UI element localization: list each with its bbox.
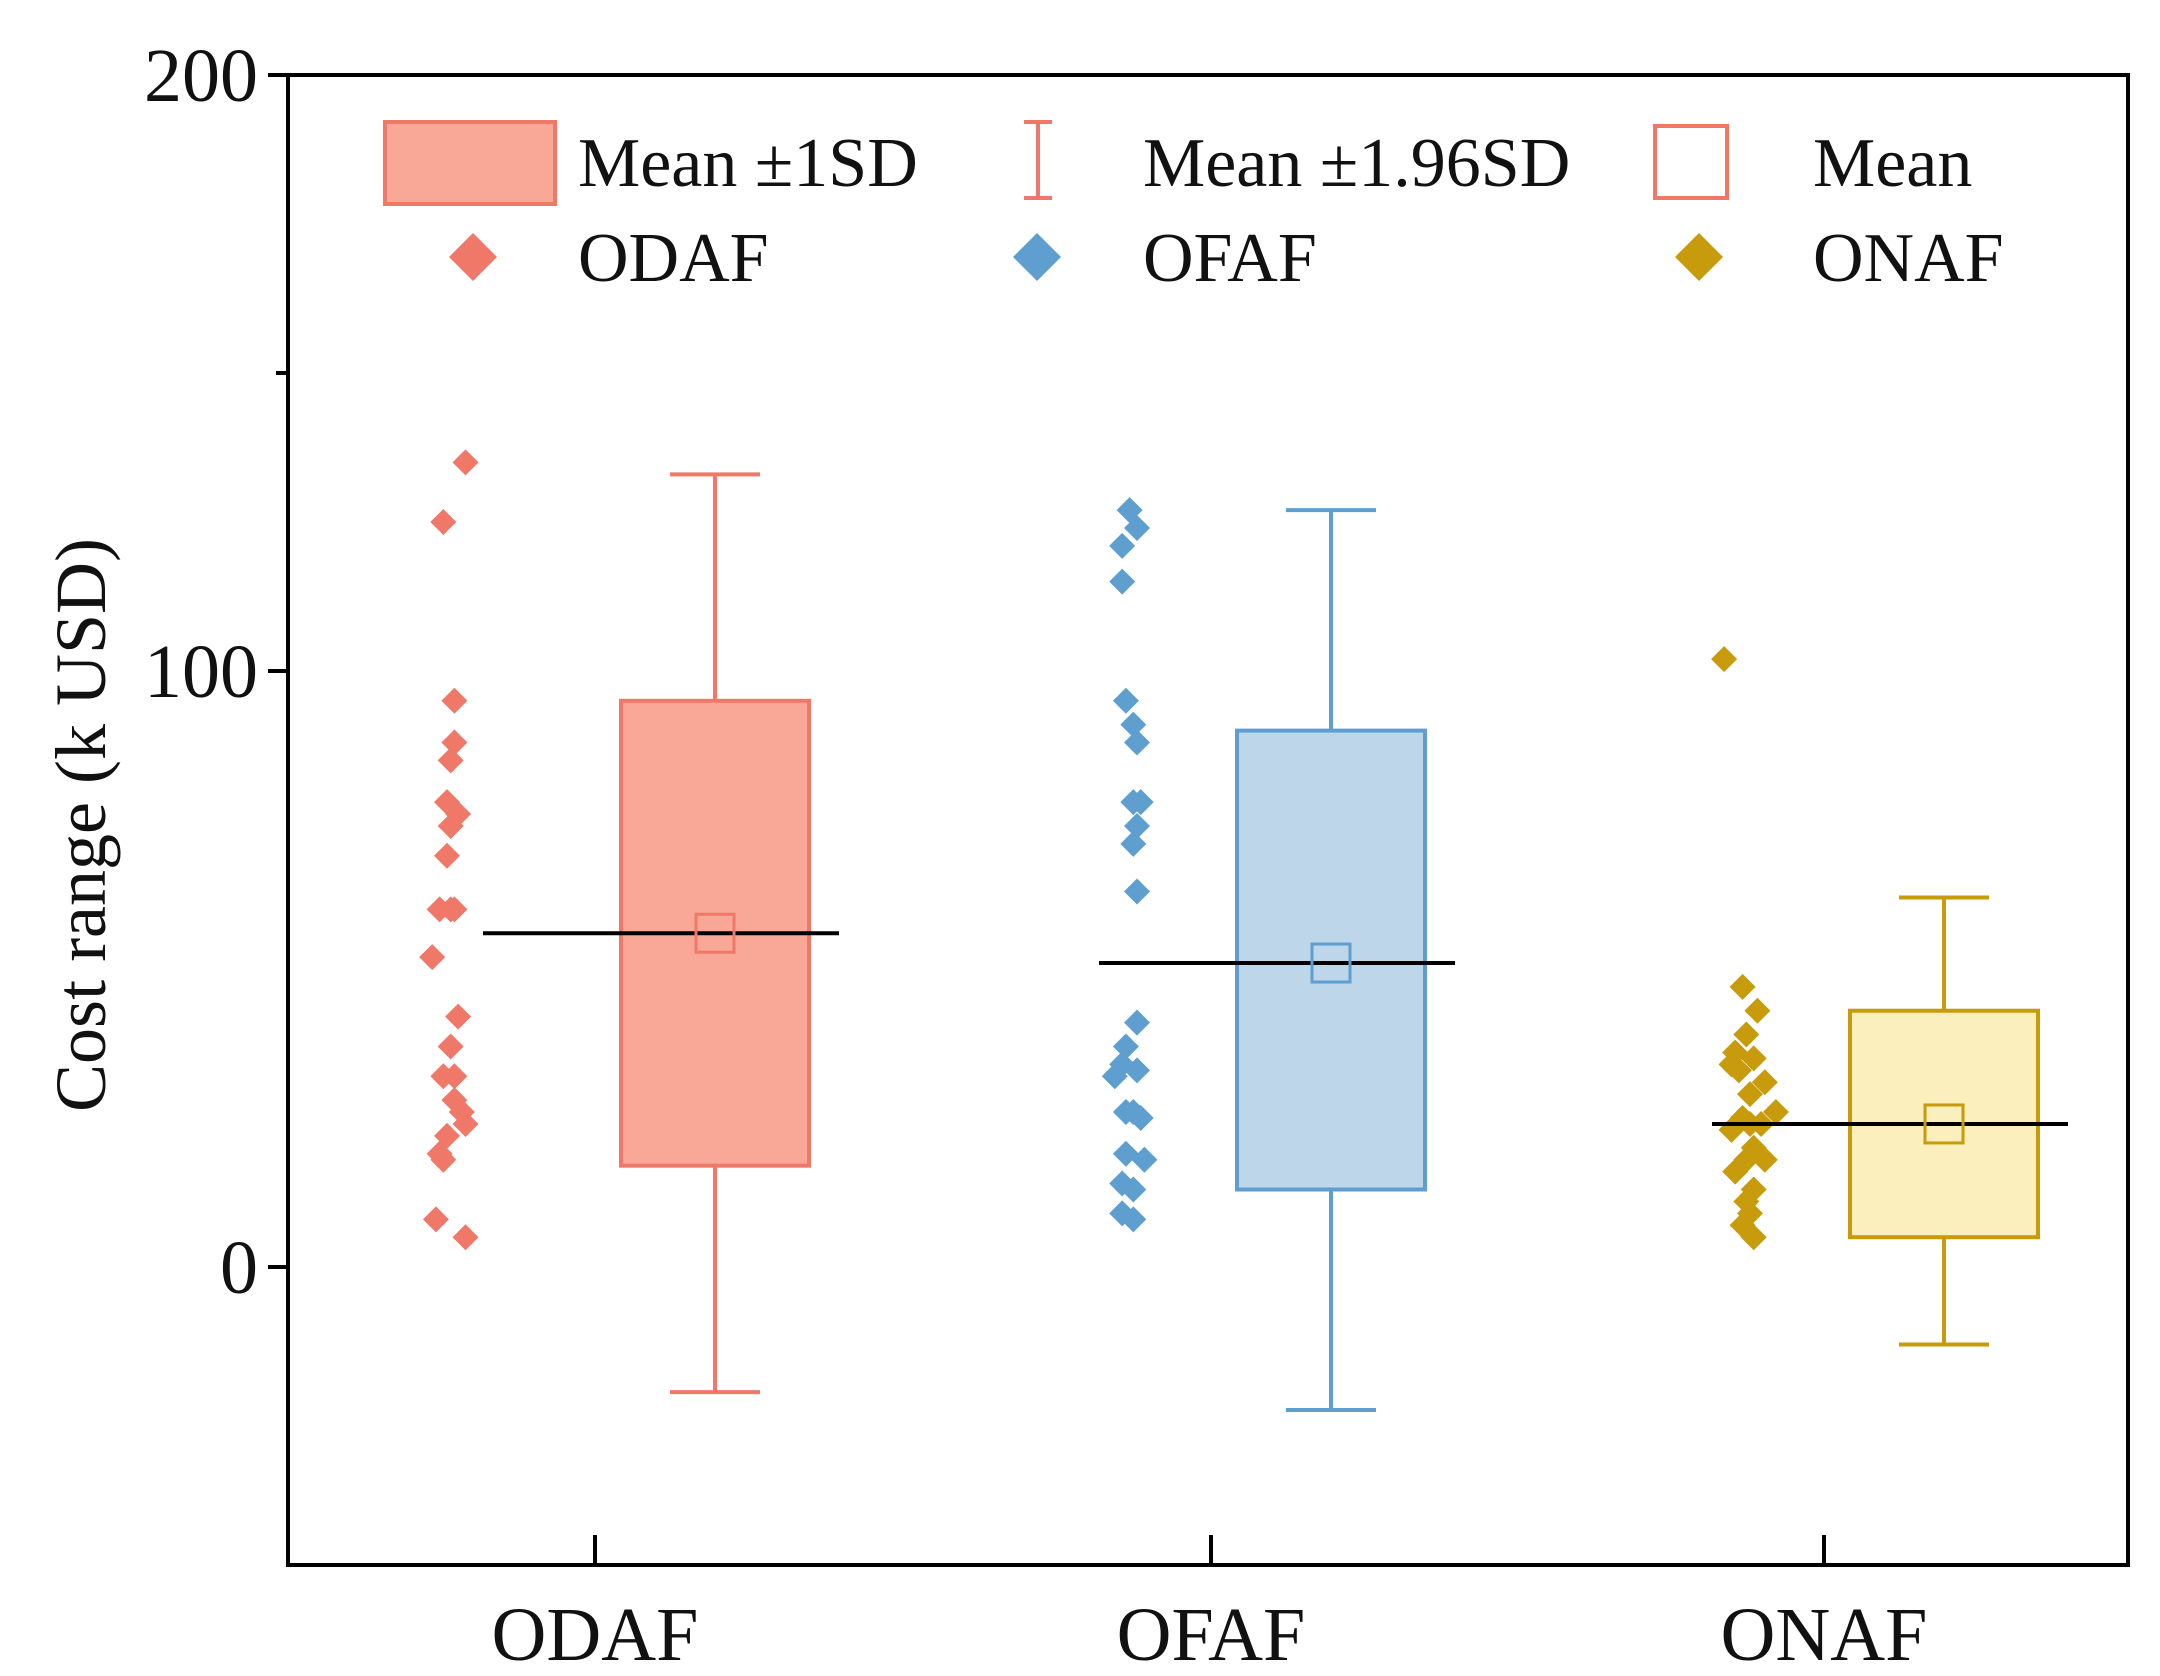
ofaf-data-point — [1101, 1063, 1128, 1090]
x-tick-label-ofaf: OFAF — [1117, 1593, 1306, 1676]
legend-label-mean-1-96sd: Mean ±1.96SD — [1143, 125, 1570, 202]
onaf-data-point — [1733, 1021, 1760, 1048]
odaf-data-point — [452, 1224, 479, 1251]
ofaf-data-point — [1124, 514, 1150, 541]
ofaf-data-point — [1109, 532, 1136, 559]
onaf-data-point — [1751, 1069, 1778, 1096]
ofaf-data-point — [1120, 830, 1147, 857]
onaf-data-point — [1725, 1057, 1752, 1084]
odaf-data-point — [437, 747, 464, 774]
ofaf-data-point — [1124, 878, 1150, 905]
ofaf-data-point — [1120, 711, 1147, 738]
legend-label-mean-1sd: Mean ±1SD — [578, 125, 918, 202]
plot-area — [419, 449, 2068, 1413]
x-tick-label-odaf: ODAF — [492, 1593, 699, 1676]
ofaf-data-point — [1116, 497, 1143, 524]
legend-label-ofaf: OFAF — [1143, 220, 1317, 297]
ofaf-data-point — [1124, 729, 1150, 756]
y-tick-label: 100 — [144, 630, 258, 714]
odaf-data-point — [430, 1146, 457, 1173]
ofaf-data-point — [1131, 1146, 1158, 1173]
legend-odaf-diamond — [449, 233, 497, 281]
odaf-data-point — [445, 1003, 472, 1030]
legend-mean-symbol — [1653, 124, 1729, 200]
legend-ofaf-diamond — [1013, 233, 1061, 281]
ofaf-data-point — [1124, 1009, 1150, 1036]
onaf-data-point — [1711, 646, 1738, 673]
axes: 0 100 200 ODAF OFAF ONAF Cost range (k USD) — [41, 34, 2130, 1676]
y-tick-label: 0 — [220, 1226, 258, 1310]
odaf-data-point — [419, 944, 446, 971]
ofaf-data-point — [1120, 1206, 1147, 1233]
onaf-mean-marker — [1923, 1103, 1965, 1145]
odaf-data-point — [441, 687, 468, 714]
onaf-data-point — [1737, 1081, 1763, 1108]
odaf-data-point — [430, 1063, 457, 1090]
odaf-data-point — [441, 729, 468, 756]
onaf-data-point — [1729, 973, 1756, 1000]
legend: Mean ±1SD Mean ±1.96SD Mean ODAF OFAF ONAF — [383, 120, 2004, 297]
odaf-data-point — [437, 812, 464, 839]
y-axis-title: Cost range (k USD) — [41, 538, 121, 1112]
odaf-data-point — [434, 842, 460, 869]
onaf-data-point — [1744, 997, 1771, 1024]
legend-onaf-diamond — [1675, 233, 1723, 281]
ofaf-data-point — [1124, 1057, 1150, 1084]
legend-label-odaf: ODAF — [578, 220, 769, 297]
ofaf-data-point — [1124, 812, 1150, 839]
ofaf-mean-marker — [1310, 942, 1352, 984]
legend-label-onaf: ONAF — [1813, 220, 2004, 297]
ofaf-sd-box — [1235, 728, 1427, 1192]
ofaf-data-point — [1112, 687, 1139, 714]
plot-frame — [286, 73, 2130, 1567]
odaf-data-point — [437, 1033, 464, 1060]
odaf-data-point — [430, 509, 457, 535]
legend-label-mean: Mean — [1813, 125, 1972, 202]
onaf-data-point — [1740, 1224, 1767, 1251]
odaf-data-point — [452, 1110, 479, 1137]
ofaf-data-point — [1127, 1105, 1154, 1131]
ofaf-data-point — [1112, 1033, 1139, 1060]
y-tick-label: 200 — [144, 34, 258, 118]
ofaf-data-point — [1120, 1176, 1147, 1203]
onaf-data-point — [1740, 1045, 1767, 1072]
legend-box-symbol — [383, 120, 557, 206]
odaf-data-point — [422, 1206, 449, 1233]
x-tick-label-onaf: ONAF — [1721, 1593, 1928, 1676]
odaf-mean-marker — [694, 912, 736, 954]
onaf-data-point — [1762, 1099, 1789, 1126]
odaf-data-point — [437, 896, 464, 923]
ofaf-data-point — [1109, 568, 1136, 595]
odaf-data-point — [452, 449, 479, 476]
onaf-data-point — [1722, 1158, 1749, 1185]
onaf-data-point — [1751, 1146, 1778, 1173]
ofaf-data-point — [1127, 789, 1154, 816]
